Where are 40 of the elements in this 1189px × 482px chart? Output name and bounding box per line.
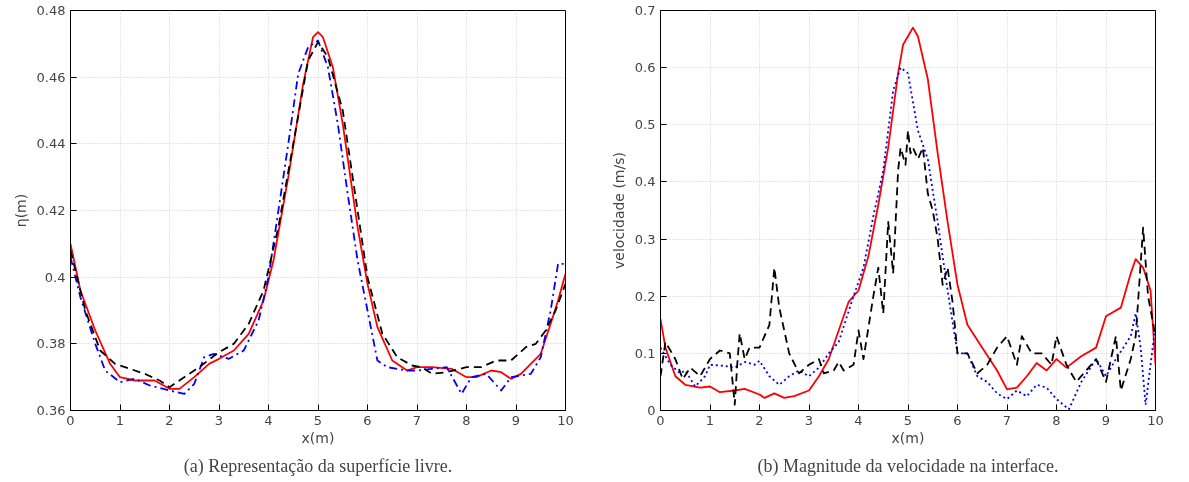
y-tick-label: 0.1 <box>634 345 656 361</box>
y-tick-label: 0.5 <box>634 117 656 133</box>
y-tick-label: 0.42 <box>36 203 66 218</box>
y-tick-label: 0.46 <box>36 69 66 85</box>
x-tick-label: 3 <box>214 412 224 428</box>
y-tick-label: 0.4 <box>634 174 656 190</box>
x-tick-label: 4 <box>264 412 273 428</box>
x-tick-label: 2 <box>755 412 764 428</box>
y-axis-title: η(m) <box>12 193 29 228</box>
text: (b) Magnitude da velocidade na interface. <box>757 455 1059 477</box>
x-tick-label: 5 <box>903 412 913 428</box>
y-tick-label: 0.6 <box>634 60 656 76</box>
text: (a) Representação da superfície livre. <box>183 455 453 477</box>
y-tick-label: 0.48 <box>36 3 66 18</box>
y-tick-label: 0.7 <box>634 3 656 18</box>
x-tick-label: 2 <box>165 412 174 428</box>
y-tick-label: 0.2 <box>634 288 656 304</box>
x-tick-label: 5 <box>313 412 323 428</box>
x-tick-label: 6 <box>953 412 962 428</box>
y-tick-label: 0.44 <box>36 136 66 152</box>
x-axis-title: x(m) <box>301 429 335 446</box>
x-tick-label: 7 <box>412 412 422 428</box>
x-tick-label: 1 <box>705 412 715 428</box>
y-tick-label: 0.36 <box>36 403 66 418</box>
y-tick-label: 0.4 <box>44 269 66 285</box>
x-tick-label: 10 <box>557 412 574 428</box>
x-tick-label: 10 <box>1147 412 1164 428</box>
x-tick-label: 6 <box>363 412 372 428</box>
x-tick-label: 9 <box>1101 412 1111 428</box>
x-tick-label: 8 <box>1052 412 1061 428</box>
x-tick-label: 8 <box>462 412 471 428</box>
x-tick-label: 1 <box>115 412 125 428</box>
y-tick-label: 0.3 <box>634 231 656 247</box>
y-tick-label: 0.38 <box>36 336 66 352</box>
x-tick-label: 4 <box>854 412 863 428</box>
x-tick-label: 3 <box>804 412 814 428</box>
y-axis-title: velocidade (m/s) <box>610 152 627 269</box>
x-axis-title: x(m) <box>891 429 925 446</box>
x-tick-label: 7 <box>1002 412 1012 428</box>
x-tick-label: 9 <box>511 412 521 428</box>
